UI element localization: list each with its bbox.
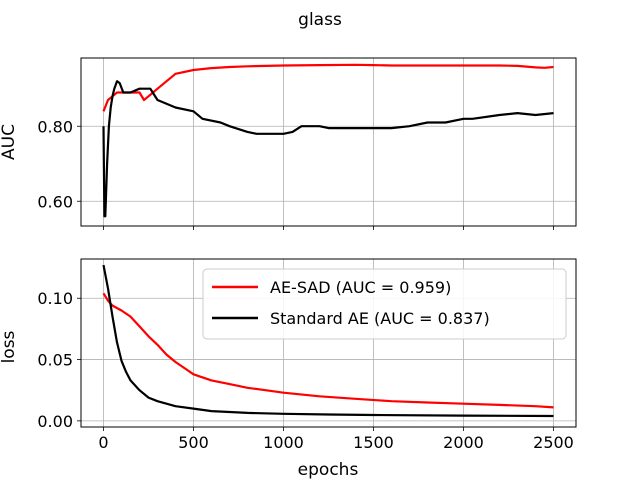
loss-ytick-label: 0.00	[37, 412, 73, 431]
legend-box	[202, 268, 567, 340]
auc-series-line-ae-sad	[102, 63, 554, 112]
loss-xtick-label: 2500	[533, 433, 574, 452]
legend: AE-SAD (AUC = 0.959) Standard AE (AUC = …	[202, 268, 567, 340]
legend-label-ae-sad: AE-SAD (AUC = 0.959)	[270, 278, 451, 297]
loss-ticks: 0 500 1000 1500 2000 2500 0.00 0.05 0.10	[37, 289, 573, 452]
auc-grid	[81, 58, 576, 226]
auc-ylabel: AUC	[0, 124, 19, 160]
loss-xtick-label: 1500	[353, 433, 394, 452]
loss-lines	[102, 264, 554, 418]
loss-xtick-label: 1000	[263, 433, 304, 452]
loss-series-line-ae-sad	[102, 292, 554, 409]
loss-plot-frame	[80, 258, 577, 428]
loss-panel: 0 500 1000 1500 2000 2500 0.00 0.05 0.10 loss ep…	[0, 258, 577, 480]
auc-lines	[102, 63, 554, 218]
auc-plot-frame	[80, 57, 577, 227]
loss-ytick-label: 0.05	[37, 351, 73, 370]
chart-title: glass	[298, 10, 342, 30]
loss-xtick-label: 0	[98, 433, 108, 452]
loss-ytick-label: 0.10	[37, 289, 73, 308]
loss-ylabel: loss	[0, 330, 19, 363]
auc-series-line-standard-ae	[102, 80, 554, 218]
loss-series-line-standard-ae	[102, 264, 554, 418]
auc-ticks: 0.60 0.80	[37, 117, 554, 230]
auc-panel: 0.60 0.80 AUC	[0, 57, 577, 230]
auc-ytick-label: 0.80	[37, 117, 73, 136]
legend-label-standard-ae: Standard AE (AUC = 0.837)	[270, 309, 490, 328]
loss-xtick-label: 2000	[443, 433, 484, 452]
auc-ytick-label: 0.60	[37, 192, 73, 211]
loss-xlabel: epochs	[298, 460, 359, 480]
loss-xtick-label: 500	[178, 433, 209, 452]
